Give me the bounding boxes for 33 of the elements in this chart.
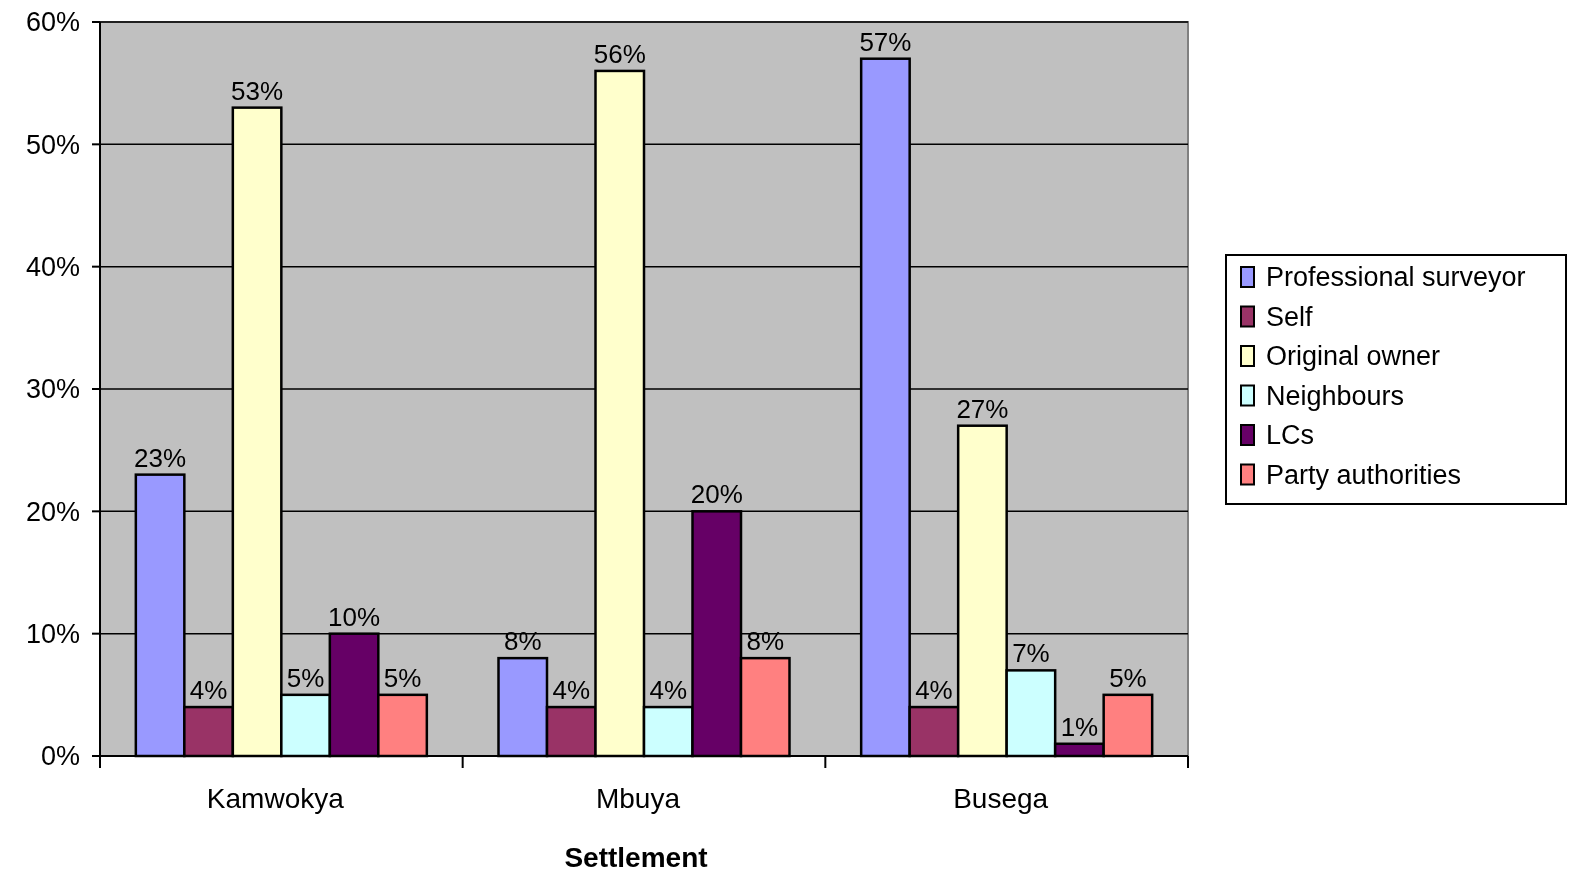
y-tick-label: 10% bbox=[25, 619, 80, 650]
y-tick-label: 30% bbox=[25, 374, 80, 405]
x-axis-title: Settlement bbox=[564, 842, 708, 872]
y-tick-label: 60% bbox=[25, 7, 80, 38]
y-tick-label: 40% bbox=[25, 252, 80, 283]
y-tick-label: 20% bbox=[25, 496, 80, 527]
data-label: 20% bbox=[690, 479, 743, 510]
data-label: 57% bbox=[859, 26, 912, 57]
x-tick-label: Kamwokya bbox=[206, 783, 345, 814]
data-label: 56% bbox=[593, 38, 646, 69]
legend-label: Neighbours bbox=[1266, 380, 1405, 411]
data-label: 5% bbox=[1109, 662, 1147, 693]
legend-label: Original owner bbox=[1266, 341, 1441, 372]
data-label: 5% bbox=[383, 662, 422, 693]
data-label: 27% bbox=[956, 393, 1009, 424]
legend-label: Professional surveyor bbox=[1266, 262, 1526, 293]
y-tick-label: 50% bbox=[25, 129, 80, 160]
x-tick-label: Mbuya bbox=[595, 783, 681, 814]
legend-label: Party authorities bbox=[1266, 459, 1462, 490]
data-label: 7% bbox=[1012, 638, 1050, 669]
data-label: 4% bbox=[915, 675, 953, 706]
x-tick-label: Busega bbox=[953, 783, 1049, 814]
data-label: 4% bbox=[189, 675, 228, 706]
y-tick-label: 0% bbox=[40, 741, 80, 772]
data-label: 4% bbox=[552, 675, 591, 706]
data-label: 5% bbox=[286, 662, 325, 693]
data-label: 10% bbox=[328, 601, 381, 632]
data-label: 23% bbox=[134, 442, 187, 473]
data-label: 4% bbox=[649, 675, 688, 706]
data-label: 53% bbox=[231, 75, 284, 106]
legend-label: LCs bbox=[1266, 420, 1315, 451]
data-label: 1% bbox=[1060, 711, 1099, 742]
legend-label: Self bbox=[1266, 301, 1314, 332]
